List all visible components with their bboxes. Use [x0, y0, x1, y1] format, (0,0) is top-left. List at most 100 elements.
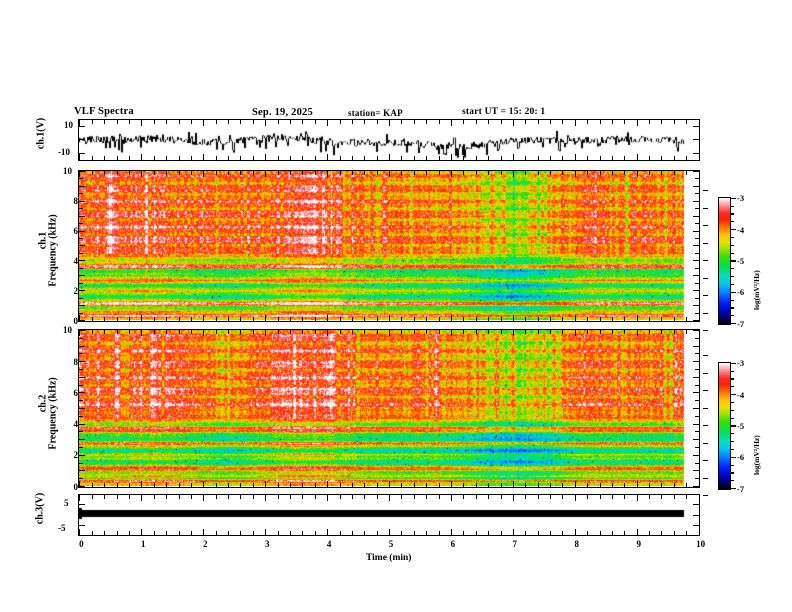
- ch1-spectrogram-xtick-bottom-3: [116, 317, 118, 321]
- ch2-spectrogram-xtick-bottom-9: [190, 483, 192, 487]
- ch2-spectrogram-xtick-bottom-7: [166, 483, 168, 487]
- ch1-voltage-xtick-bottom-9: [190, 156, 192, 160]
- colorbar-ch2-minor-tick-2: [731, 378, 734, 380]
- ch1-voltage-xtick-top-21: [339, 120, 341, 124]
- ch1-voltage-xtick-bottom-40: [574, 153, 576, 160]
- ch3-voltage-xtick-bottom-24: [376, 531, 378, 535]
- ch1-voltage-xtick-top-43: [611, 120, 613, 124]
- ch1-voltage-xtick-bottom-49: [686, 156, 688, 160]
- x-axis-tick-label-9: 9: [636, 539, 641, 549]
- x-axis-tick-label-8: 8: [574, 539, 580, 549]
- ch1-voltage-xtick-bottom-43: [611, 156, 613, 160]
- colorbar-ch1-minor-tick-9: [731, 268, 734, 270]
- ch3-voltage-ytick-5: [79, 503, 86, 505]
- ch2-spectrogram-xtick-bottom-27: [413, 483, 415, 487]
- ch1-voltage-xtick-bottom-15: [265, 153, 267, 160]
- ch1-voltage-xtick-bottom-6: [153, 156, 155, 160]
- colorbar-ch1-minor-tick-6: [731, 244, 734, 246]
- ch2-spectrogram-xtick-top-16: [277, 330, 279, 334]
- ch2-spectrogram-xtick-top-31: [463, 330, 465, 334]
- ch3-voltage-xtick-top-36: [525, 495, 527, 499]
- ch1-spectrogram-xtick-top-7: [166, 171, 168, 175]
- ch2-spectrogram-xtick-top-19: [314, 330, 316, 334]
- ch1-voltage-xtick-bottom-20: [327, 153, 329, 160]
- ch2-spectrogram-xtick-bottom-40: [574, 480, 576, 487]
- ch1-voltage-xtick-bottom-30: [450, 153, 452, 160]
- ch1-spectrogram-xtick-bottom-18: [302, 317, 304, 321]
- ch3-voltage-xtick-top-12: [228, 495, 230, 499]
- start-ut-label: start UT = 15: 20: 1: [462, 107, 546, 117]
- ch1-spectrogram-xtick-bottom-48: [673, 317, 675, 321]
- ch2-spectrogram-ytick-right-7: [695, 431, 699, 433]
- ch3-voltage-xtick-top-5: [141, 495, 143, 502]
- colorbar-ch1-minor-tick-1: [731, 205, 734, 207]
- ch2-spectrogram-xtick-bottom-2: [104, 483, 106, 487]
- right-rail-1-tick-5: [703, 442, 708, 444]
- ch2-spectrogram-xtick-bottom-17: [289, 483, 291, 487]
- colorbar-ch2-minor-tick-11: [731, 448, 734, 451]
- ch3-voltage-xtick-top-41: [587, 495, 589, 499]
- ch1-voltage-xtick-top-50: [698, 120, 700, 127]
- ch1-spectrogram-xtick-top-44: [624, 171, 626, 175]
- ch1-ytick-10: 10: [64, 120, 73, 130]
- right-rail-1-tick-0: [703, 355, 708, 357]
- x-axis-tick-label-10: 10: [696, 539, 706, 549]
- ch1-spectrogram-xtick-bottom-47: [661, 317, 663, 321]
- ch3-voltage-xtick-top-3: [116, 495, 118, 499]
- ch2-spectrogram-ytick-left-14: [79, 376, 86, 378]
- ch1-voltage-xtick-bottom-48: [673, 156, 675, 160]
- ch2-spectrogram-xtick-bottom-16: [277, 483, 279, 487]
- ch3-voltage-xtick-bottom-33: [488, 531, 490, 535]
- ch1-voltage-xtick-bottom-28: [426, 156, 428, 160]
- ch3-voltage-xtick-bottom-34: [500, 531, 502, 535]
- ch1-voltage-xtick-top-5: [141, 120, 143, 127]
- ch1-spectrogram-ytick-left-16: [79, 200, 86, 202]
- ch1-spectrogram-xtick-bottom-27: [413, 317, 415, 321]
- ch1-voltage-xtick-bottom-36: [525, 156, 527, 160]
- ch3-voltage-xtick-top-10: [203, 495, 205, 502]
- ch2-spectrogram-xtick-bottom-25: [389, 480, 391, 487]
- ch1-spectrogram-xtick-bottom-42: [599, 317, 601, 321]
- x-axis-title: Time (min): [366, 553, 412, 563]
- ch2-spectrogram-xtick-top-5: [141, 330, 143, 337]
- colorbar-ch1-tick--7: [731, 323, 736, 325]
- ch1-spectrogram-ytick-right-20: [692, 170, 699, 172]
- ch3-voltage-xtick-bottom-8: [178, 531, 180, 535]
- ch1-voltage-xtick-top-41: [587, 120, 589, 124]
- ch1-spectrogram-xtick-bottom-33: [488, 317, 490, 321]
- ch2-spectrogram-xtick-top-18: [302, 330, 304, 334]
- ch3-voltage-xtick-top-6: [153, 495, 155, 499]
- ch2-spectrogram-xtick-top-27: [413, 330, 415, 334]
- ch3-voltage-xtick-top-30: [450, 495, 452, 502]
- ch2-spectrogram-xtick-bottom-8: [178, 483, 180, 487]
- ch1-spectrogram-xtick-bottom-21: [339, 317, 341, 321]
- ch1-spectrogram-xtick-bottom-13: [240, 317, 242, 321]
- ch3-voltage-xtick-top-18: [302, 495, 304, 499]
- ch1-voltage-xtick-top-40: [574, 120, 576, 127]
- colorbar-ch1-minor-tick-15: [731, 315, 734, 317]
- ch1-spectrogram-ytick-right-8: [692, 260, 699, 262]
- ch2-spectrogram-xtick-top-36: [525, 330, 527, 334]
- ch1-voltage-ytick-right--10: [692, 153, 699, 155]
- ch3-voltage-xtick-top-47: [661, 495, 663, 499]
- ch1-spectrogram-xtick-bottom-0: [79, 314, 81, 321]
- ch3-voltage-xtick-bottom-41: [587, 531, 589, 535]
- ch1-spectrogram-xtick-top-14: [252, 171, 254, 175]
- ch1-voltage-xtick-top-46: [649, 120, 651, 124]
- colorbar-ch1-tick--4: [731, 229, 736, 231]
- ch3-voltage-xtick-top-22: [351, 495, 353, 499]
- ch3-voltage-xtick-top-19: [314, 495, 316, 499]
- ch1-voltage-xtick-bottom-42: [599, 156, 601, 160]
- ch1-spectrogram-xtick-top-16: [277, 171, 279, 175]
- ch2-spectrogram-ytick-right-11: [695, 400, 699, 402]
- ch3-voltage-ytick-0: [79, 514, 86, 516]
- ch1-spectrogram-xtick-top-47: [661, 171, 663, 175]
- ch3-voltage-xtick-top-0: [79, 495, 81, 502]
- colorbar-ch1-tick-label--5: -5: [737, 256, 745, 266]
- ch2-spectrogram-xtick-top-22: [351, 330, 353, 334]
- ch1-voltage-xtick-top-17: [289, 120, 291, 124]
- ch3-voltage-xtick-bottom-16: [277, 531, 279, 535]
- ch1-spectrogram-xtick-top-31: [463, 171, 465, 175]
- ch1-spectrogram-ytick-right-3: [695, 297, 699, 299]
- ch2-spectrogram-xtick-bottom-11: [215, 483, 217, 487]
